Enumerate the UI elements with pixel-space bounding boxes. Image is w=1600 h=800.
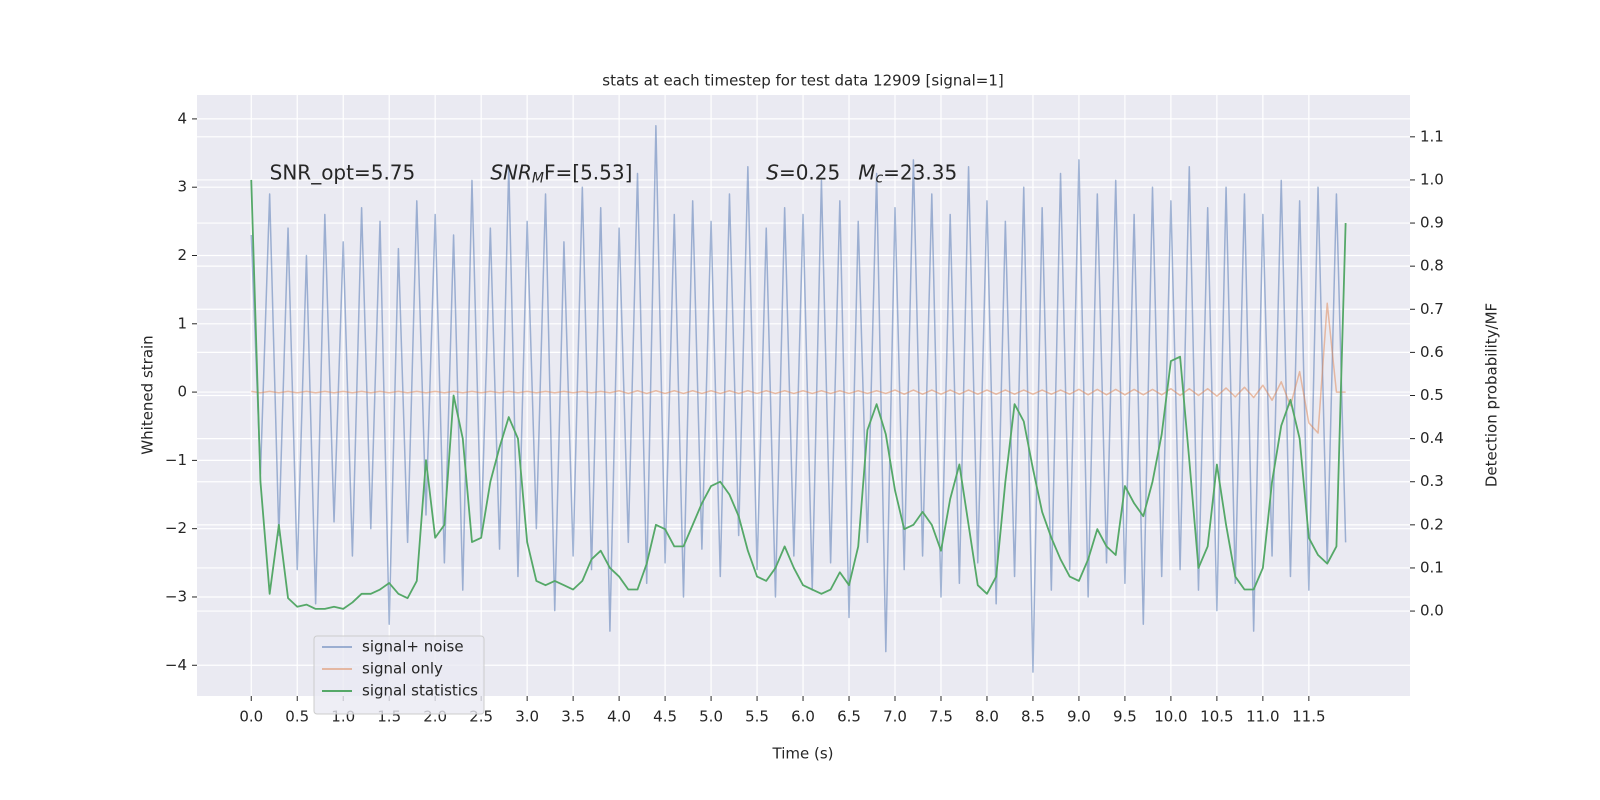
y-tick-label: 3 bbox=[177, 178, 187, 196]
y2-tick-label: 0.5 bbox=[1420, 386, 1444, 404]
annotation-part: =0.25 bbox=[779, 160, 840, 184]
annotation: S=0.25 bbox=[766, 160, 840, 184]
y2-tick-label: 0.8 bbox=[1420, 257, 1444, 275]
y-tick-label: −1 bbox=[165, 451, 187, 469]
y-axis-label: Whitened strain bbox=[139, 335, 157, 454]
x-tick-label: 0.5 bbox=[285, 708, 309, 726]
legend: signal+ noise signal only signal statistic… bbox=[313, 635, 485, 715]
annotation-part: M bbox=[532, 171, 544, 187]
x-tick-label: 9.0 bbox=[1067, 708, 1091, 726]
x-tick-label: 7.5 bbox=[929, 708, 953, 726]
y-tick-label: 2 bbox=[177, 246, 187, 264]
series-line bbox=[250, 179, 1347, 610]
chart-title: stats at each timestep for test data 129… bbox=[602, 72, 1003, 90]
grid bbox=[197, 95, 1410, 696]
x-tick-label: 8.0 bbox=[975, 708, 999, 726]
y-tick-label: −2 bbox=[165, 519, 187, 537]
series-line bbox=[251, 302, 1346, 434]
annotation-part: SNR bbox=[490, 160, 532, 184]
x-tick-label: 0.0 bbox=[239, 708, 263, 726]
y2-axis-label: Detection probability/MF bbox=[1483, 303, 1501, 487]
legend-label: signal statistics bbox=[362, 682, 478, 700]
annotation: SNR_opt=5.75 bbox=[270, 160, 416, 184]
y2-tick-label: 0.6 bbox=[1420, 343, 1444, 361]
y-tick-label: 0 bbox=[177, 383, 187, 401]
annotation: SNRMF=[5.53] bbox=[490, 160, 632, 187]
y2-tick-label: 0.1 bbox=[1420, 558, 1444, 576]
legend-label: signal only bbox=[362, 660, 443, 678]
annotation-part: c bbox=[875, 171, 883, 187]
y2-tick-label: 0.7 bbox=[1420, 300, 1444, 318]
x-tick-label: 5.5 bbox=[745, 708, 769, 726]
y-tick-label: −4 bbox=[165, 656, 187, 674]
x-tick-label: 8.5 bbox=[1021, 708, 1045, 726]
y-tick-label: −3 bbox=[165, 587, 187, 605]
annotation-part: =23.35 bbox=[883, 160, 957, 184]
x-tick-label: 9.5 bbox=[1113, 708, 1137, 726]
x-tick-label: 11.5 bbox=[1292, 708, 1325, 726]
x-tick-label: 5.0 bbox=[699, 708, 723, 726]
annotation-part: M bbox=[858, 160, 875, 184]
annotation-part: S bbox=[766, 160, 779, 184]
x-tick-label: 7.0 bbox=[883, 708, 907, 726]
x-tick-label: 3.5 bbox=[561, 708, 585, 726]
y2-tick-label: 0.3 bbox=[1420, 472, 1444, 490]
y2-tick-label: 0.9 bbox=[1420, 214, 1444, 232]
x-tick-label: 10.5 bbox=[1200, 708, 1233, 726]
legend-label: signal+ noise bbox=[362, 638, 464, 656]
legend-box bbox=[313, 635, 485, 715]
annotation-part: SNR_opt=5.75 bbox=[270, 160, 416, 184]
x-tick-label: 3.0 bbox=[515, 708, 539, 726]
y2-tick-label: 0.0 bbox=[1420, 602, 1444, 620]
annotation-part: F=[5.53] bbox=[544, 160, 632, 184]
y2-tick-label: 0.2 bbox=[1420, 515, 1444, 533]
x-tick-label: 4.5 bbox=[653, 708, 677, 726]
y2-tick-label: 0.4 bbox=[1420, 429, 1444, 447]
y-tick-label: 4 bbox=[177, 109, 187, 127]
x-tick-label: 10.0 bbox=[1154, 708, 1187, 726]
x-tick-label: 4.0 bbox=[607, 708, 631, 726]
x-tick-label: 11.0 bbox=[1246, 708, 1279, 726]
series-line bbox=[250, 124, 1347, 673]
x-tick-label: 6.0 bbox=[791, 708, 815, 726]
y2-tick-label: 1.0 bbox=[1420, 170, 1444, 188]
x-axis-label: Time (s) bbox=[772, 745, 834, 763]
y2-tick-label: 1.1 bbox=[1420, 127, 1444, 145]
x-tick-label: 6.5 bbox=[837, 708, 861, 726]
annotation: Mc=23.35 bbox=[858, 160, 957, 187]
y-tick-label: 1 bbox=[177, 314, 187, 332]
